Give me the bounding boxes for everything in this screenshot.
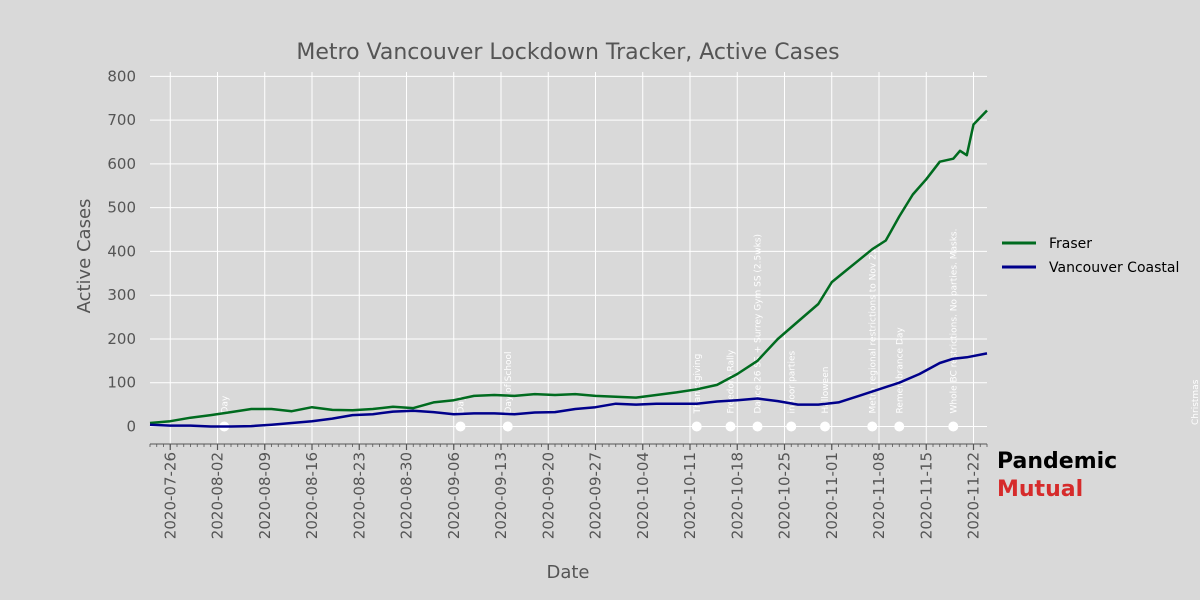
event-marker-dot (691, 421, 702, 432)
y-tick-label: 100 (107, 374, 136, 392)
x-tick-label: 2020-10-18 (728, 452, 746, 539)
x-axis-ticks: 2020-07-26 2020-08-02 2020-08-09 2020-08-16… (149, 444, 988, 539)
x-tick-label: 2020-08-09 (256, 452, 274, 539)
x-tick-label: 2020-11-08 (870, 452, 888, 539)
event-marker-dot (455, 421, 466, 432)
event-label: Day (220, 395, 230, 413)
x-tick-label: 2020-10-25 (776, 452, 794, 539)
y-tick-label: 600 (107, 155, 136, 173)
x-tick-label: 2020-08-02 (209, 452, 227, 539)
y-tick-label: 700 (107, 111, 136, 129)
event-label: Day (457, 395, 467, 413)
event-label: Day of School (504, 351, 514, 413)
legend-label-vancouver-coastal: Vancouver Coastal (1049, 260, 1179, 276)
x-tick-label: 2020-08-30 (398, 452, 416, 539)
brand-line-mutual: Mutual (997, 477, 1084, 502)
y-tick-label: 300 (107, 286, 136, 304)
x-tick-label: 2020-09-06 (445, 452, 463, 539)
x-tick-label: 2020-11-15 (917, 452, 935, 539)
y-tick-label: 0 (126, 417, 136, 435)
x-tick-label: 2020-07-26 (161, 452, 179, 539)
y-tick-label: 500 (107, 199, 136, 217)
event-marker-dot (502, 421, 513, 432)
event-label: Halloween (821, 367, 831, 414)
event-label: Whole BC restrictions. No parties. Masks… (949, 229, 959, 414)
x-tick-label: 2020-09-13 (492, 452, 510, 539)
event-label: Christmas (1191, 379, 1200, 425)
event-label: Metro regional restrictions to Nov 23 (868, 248, 878, 413)
x-tick-label: 2020-08-23 (350, 452, 368, 539)
event-marker-dot (820, 421, 830, 432)
y-axis-ticks: 0 100 200 300 400 500 600 700 800 (107, 67, 136, 435)
event-marker-dot (752, 421, 763, 432)
x-tick-label: 2020-09-27 (587, 452, 605, 539)
chart-title: Metro Vancouver Lockdown Tracker, Active… (296, 40, 839, 65)
event-label: Freedom Rally (727, 349, 737, 414)
x-tick-label: 2020-10-11 (681, 452, 699, 539)
legend-label-fraser: Fraser (1049, 236, 1092, 252)
series-lines (149, 109, 988, 428)
x-tick-label: 2020-11-01 (823, 452, 841, 539)
event-marker-dot (894, 421, 905, 432)
event-marker-dot (786, 421, 797, 432)
event-label: Remembrance Day (895, 327, 905, 414)
brand-logo: Pandemic Mutual (997, 448, 1117, 504)
x-axis-label: Date (546, 562, 589, 583)
x-tick-label: 2020-09-20 (539, 452, 557, 539)
event-label: Thanksgiving (693, 354, 703, 415)
x-tick-label: 2020-10-04 (634, 452, 652, 539)
y-tick-label: 400 (107, 242, 136, 260)
event-label: indoor parties (787, 351, 797, 414)
y-axis-label: Active Cases (74, 199, 95, 314)
event-markers: Day Day Day of School Thanksgiving Freedom R… (219, 229, 1200, 432)
y-tick-label: 800 (107, 67, 136, 85)
event-marker-dot (867, 421, 878, 432)
x-tick-label: 2020-08-16 (303, 452, 321, 539)
event-marker-dot (948, 421, 959, 432)
y-tick-label: 200 (107, 330, 136, 348)
x-tick-label: 2020-11-22 (965, 452, 983, 539)
event-label: Dance 26 SS + Surrey Gym SS (2.5wks) (754, 234, 764, 414)
brand-line-pandemic: Pandemic (997, 449, 1118, 474)
event-marker-dot (725, 421, 736, 432)
series-line-vancouver-coastal (149, 352, 988, 428)
legend: Fraser Vancouver Coastal (1002, 236, 1179, 276)
series-line-fraser (149, 109, 988, 425)
grid (150, 72, 987, 444)
